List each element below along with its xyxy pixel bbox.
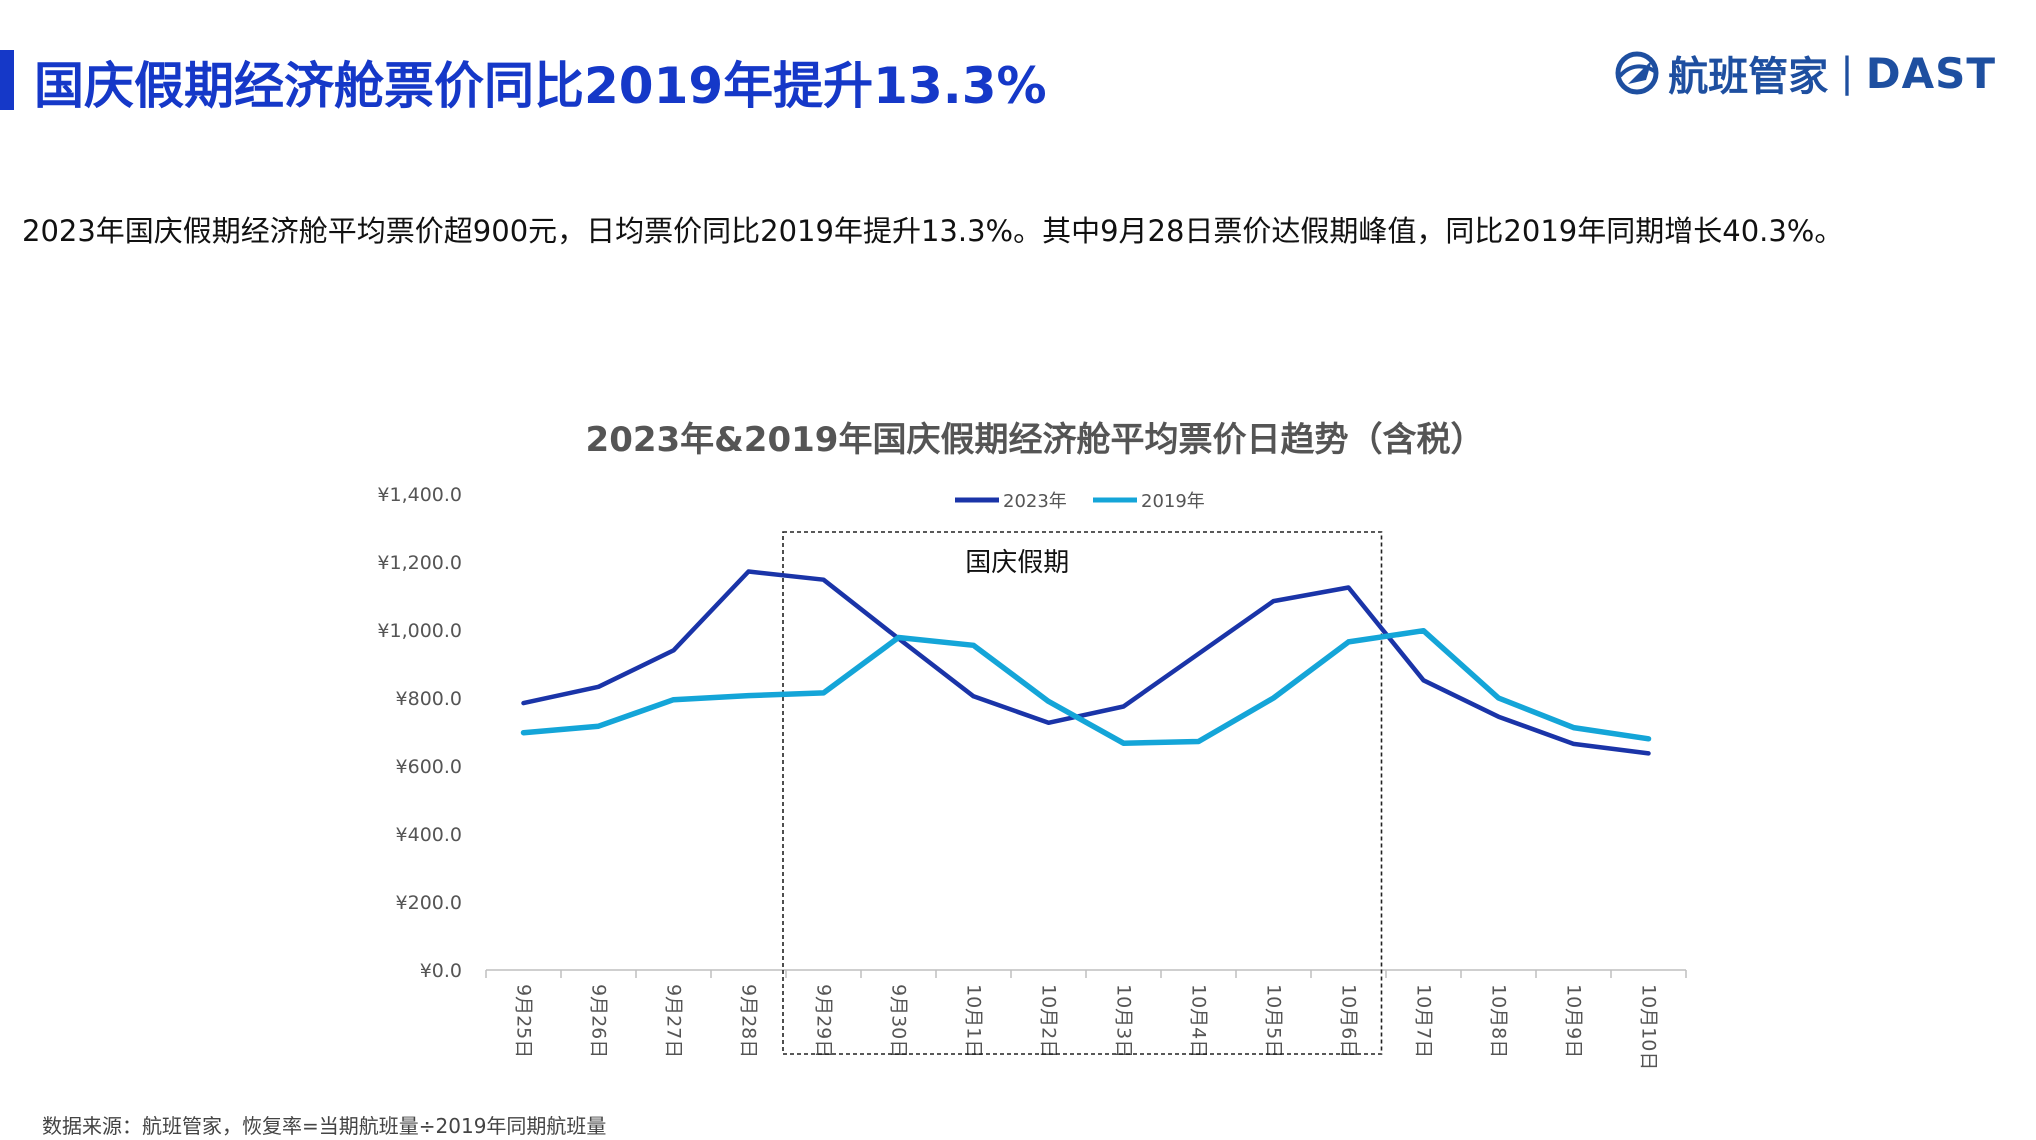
x-tick-label: 10月6日 xyxy=(1338,984,1360,1058)
legend-label-2: 2019年 xyxy=(1141,491,1205,512)
y-tick-label: ¥200.0 xyxy=(396,892,462,914)
x-tick-label: 10月5日 xyxy=(1263,984,1285,1058)
x-tick-label: 9月30日 xyxy=(888,984,910,1058)
x-tick-label: 9月27日 xyxy=(663,984,685,1058)
x-tick-label: 9月26日 xyxy=(588,984,610,1058)
x-tick-label: 10月1日 xyxy=(963,984,985,1058)
y-tick-label: ¥1,000.0 xyxy=(377,620,462,642)
page-title: 国庆假期经济舱票价同比2019年提升13.3% xyxy=(34,57,1047,115)
x-tick-label: 10月9日 xyxy=(1563,984,1585,1058)
x-tick-label: 10月10日 xyxy=(1638,984,1660,1070)
brand-separator: | xyxy=(1840,50,1854,96)
brand-logo: 航班管家 | DAST xyxy=(1614,44,1996,102)
series-line-2019 xyxy=(520,627,1652,746)
x-tick-label: 10月3日 xyxy=(1113,984,1135,1058)
x-tick-label: 10月7日 xyxy=(1413,984,1435,1058)
chart-title: 2023年&2019年国庆假期经济舱平均票价日趋势（含税） xyxy=(586,420,1485,460)
legend-label-1: 2023年 xyxy=(1003,491,1067,512)
holiday-period-label: 国庆假期 xyxy=(965,548,1069,578)
y-tick-label: ¥1,400.0 xyxy=(377,484,462,506)
brand-name-en: DAST xyxy=(1865,48,1996,98)
y-tick-label: ¥1,200.0 xyxy=(377,552,462,574)
y-tick-label: ¥0.0 xyxy=(420,960,462,982)
title-accent-bar xyxy=(0,50,14,110)
summary-text: 2023年国庆假期经济舱平均票价超900元，日均票价同比2019年提升13.3%… xyxy=(22,214,1844,248)
x-tick-label: 9月28日 xyxy=(738,984,760,1058)
y-tick-label: ¥800.0 xyxy=(396,688,462,710)
y-tick-label: ¥600.0 xyxy=(396,756,462,778)
x-tick-label: 10月4日 xyxy=(1188,984,1210,1058)
x-tick-label: 10月8日 xyxy=(1488,984,1510,1058)
brand-name-cn: 航班管家 xyxy=(1668,54,1829,100)
globe-plane-icon xyxy=(1615,51,1659,95)
x-tick-label: 9月29日 xyxy=(813,984,835,1058)
series-line-2023 xyxy=(521,569,1651,756)
y-tick-label: ¥400.0 xyxy=(396,824,462,846)
x-tick-label: 10月2日 xyxy=(1038,984,1060,1058)
holiday-period-box xyxy=(782,531,1383,1055)
x-tick-label: 9月25日 xyxy=(513,984,535,1058)
data-source-note: 数据来源：航班管家，恢复率=当期航班量÷2019年同期航班量 xyxy=(42,1114,607,1138)
